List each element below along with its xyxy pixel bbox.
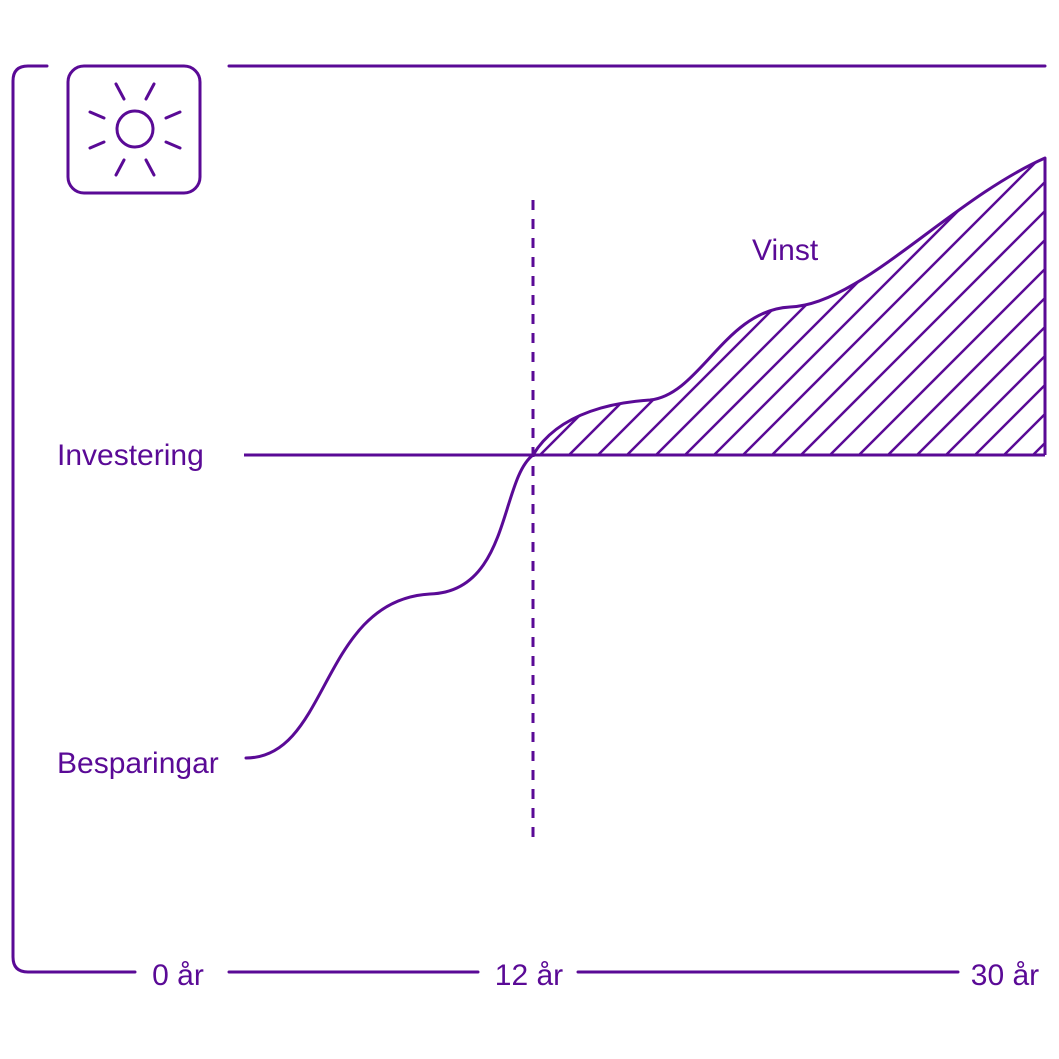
hatch-line: [1003, 158, 1045, 455]
hatch-line: [771, 158, 1045, 455]
profit-hatch-area: [539, 158, 1045, 455]
hatch-line: [742, 158, 1045, 455]
investment-label: Investering: [57, 439, 204, 472]
timeline-start-label: 0 år: [152, 959, 204, 992]
timeline-breakeven-label: 12 år: [495, 959, 563, 992]
hatch-line: [800, 158, 1045, 455]
hatch-line: [655, 158, 977, 455]
hatch-line: [684, 158, 1006, 455]
hatch-line: [626, 158, 948, 455]
profit-label: Vinst: [752, 234, 819, 267]
hatch-line: [713, 158, 1035, 455]
hatch-line: [945, 158, 1045, 455]
hatch-line: [887, 158, 1045, 455]
hatch-line: [858, 158, 1045, 455]
hatch-line: [916, 158, 1045, 455]
hatch-line: [568, 158, 890, 455]
hatch-line: [539, 158, 861, 455]
frame: [11, 64, 1047, 974]
hatch-line: [597, 158, 919, 455]
frame-left-bracket: [11, 64, 137, 974]
sun-icon: [66, 64, 202, 195]
hatch-line: [974, 158, 1045, 455]
savings-curve: [244, 156, 1047, 760]
timeline-end-label: 30 år: [971, 959, 1039, 992]
hatch-line: [829, 158, 1045, 455]
savings-label: Besparingar: [57, 747, 219, 780]
